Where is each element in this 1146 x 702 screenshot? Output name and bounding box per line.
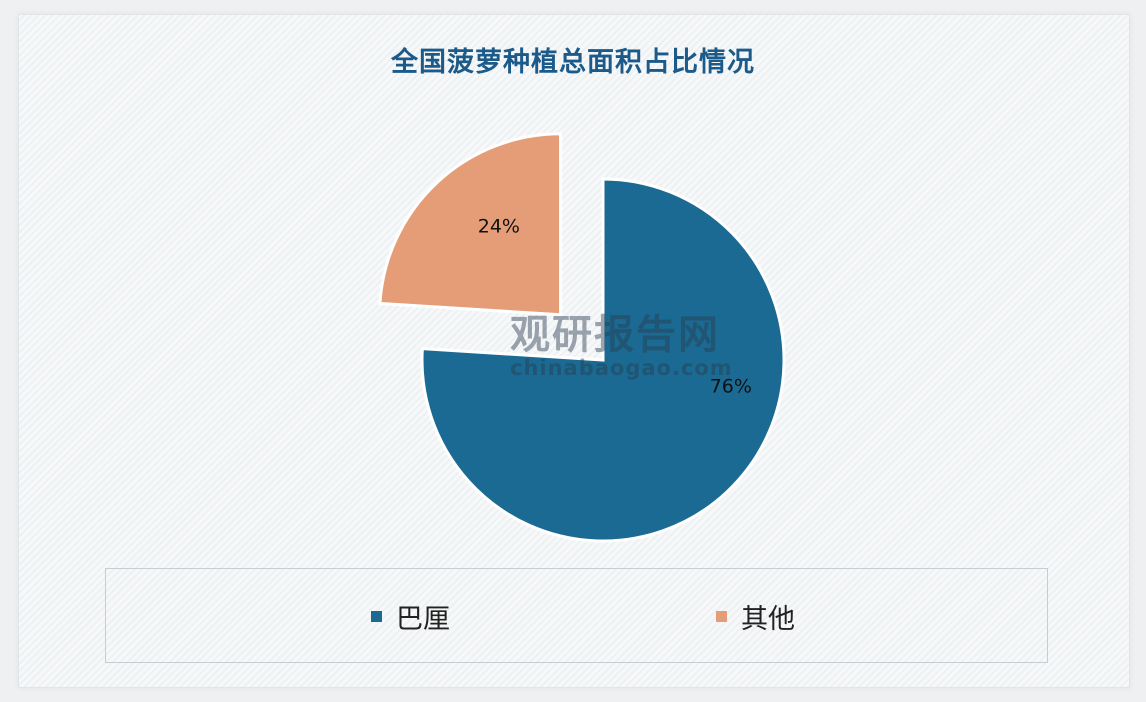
legend-item-other: 其他 bbox=[716, 597, 795, 636]
chart-title: 全国菠萝种植总面积占比情况 bbox=[391, 47, 755, 78]
pie-slice-bali bbox=[420, 177, 786, 543]
chart-card bbox=[18, 14, 1130, 688]
legend-item-bali: 巴厘 bbox=[371, 597, 450, 636]
legend-swatch-other bbox=[716, 611, 727, 622]
watermark-logo-text: 观研报告网 bbox=[510, 312, 720, 358]
legend-label-other: 其他 bbox=[741, 604, 795, 635]
legend-swatch-bali bbox=[371, 611, 382, 622]
watermark: 观研报告网 chinabaogao.com bbox=[510, 302, 733, 380]
watermark-url: chinabaogao.com bbox=[510, 356, 733, 380]
legend: 巴厘 其他 bbox=[105, 568, 1048, 663]
legend-label-bali: 巴厘 bbox=[396, 604, 450, 635]
pie-slice-other bbox=[378, 132, 563, 317]
data-label-bali: 76% bbox=[710, 375, 752, 397]
data-label-other: 24% bbox=[478, 215, 520, 237]
